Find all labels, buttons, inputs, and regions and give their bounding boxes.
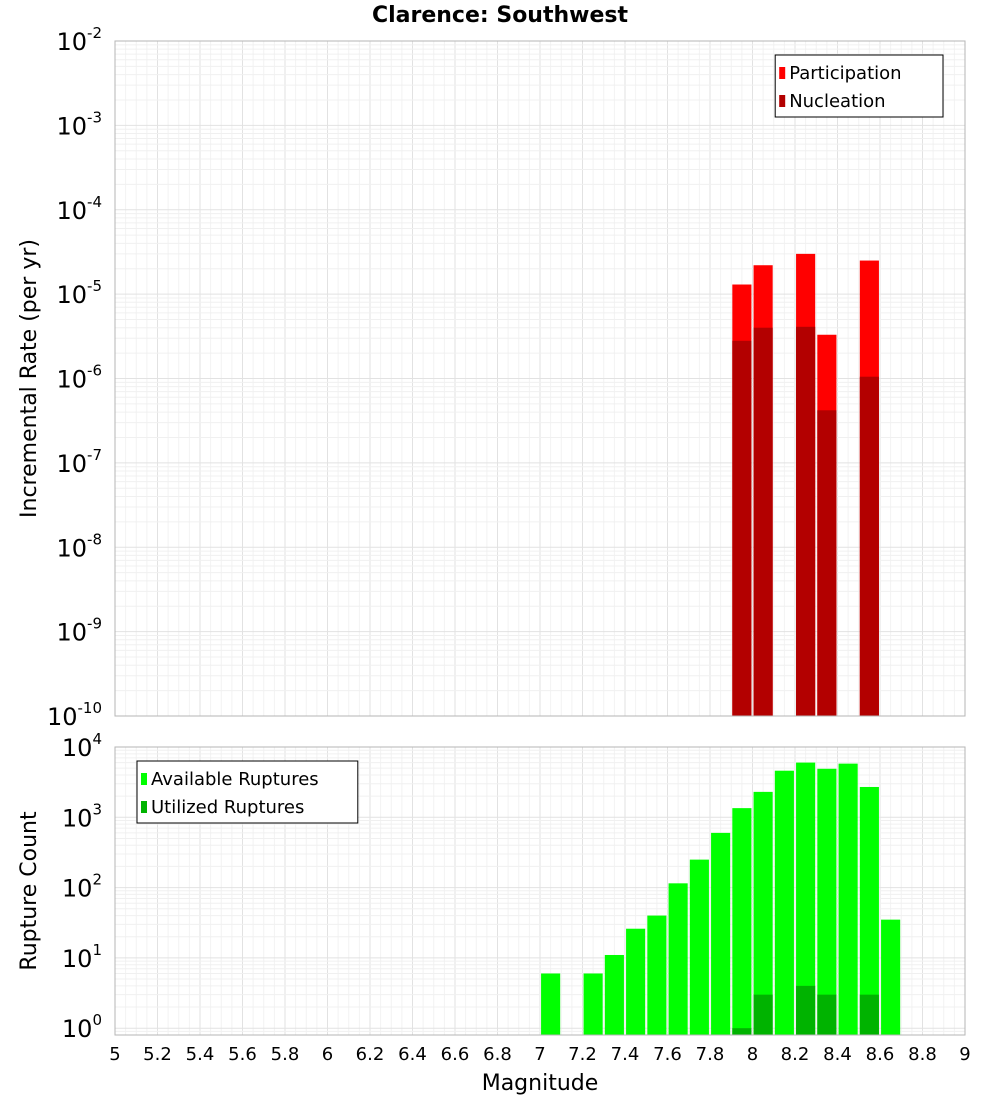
y-tick-label: 101	[62, 941, 102, 973]
axes-layer: 10-10 10-9 10-8 10-7 10-6 10-5 10-4 10-3 10-2 Inc…	[17, 24, 971, 1065]
y-tick-label: 103	[62, 800, 102, 832]
y-tick-label: 10-7	[56, 446, 102, 478]
bar-available-ruptures	[796, 762, 816, 1035]
x-tick-label: 8.6	[866, 1044, 895, 1065]
bar-nucleation	[753, 327, 773, 716]
plot-frame	[114, 746, 966, 1036]
y-tick-label: 10-4	[56, 193, 102, 225]
bar-available-ruptures	[626, 928, 646, 1035]
bar-available-ruptures	[583, 973, 603, 1035]
y-tick-label: 10-10	[47, 699, 102, 731]
x-tick-label: 7.4	[611, 1044, 640, 1065]
y-tick-label: 100	[62, 1011, 102, 1043]
x-tick-label: 7.8	[696, 1044, 725, 1065]
bar-utilized-ruptures	[796, 985, 816, 1035]
y-tick-label: 10-5	[56, 277, 102, 309]
x-axis-label: Magnitude	[482, 1071, 599, 1096]
legend-swatch	[141, 801, 147, 813]
bar-available-ruptures	[647, 915, 667, 1035]
bar-utilized-ruptures	[753, 994, 773, 1035]
bar-available-ruptures	[859, 786, 879, 1035]
x-tick-label: 7	[534, 1044, 545, 1065]
bar-available-ruptures	[711, 832, 731, 1035]
grid-layer	[114, 40, 966, 1036]
x-tick-label: 6	[322, 1044, 333, 1065]
bar-available-ruptures	[604, 954, 624, 1035]
bar-utilized-ruptures	[817, 994, 837, 1035]
legend-label: Nucleation	[789, 91, 885, 112]
bar-available-ruptures	[881, 919, 901, 1035]
bars-layer	[541, 253, 901, 1035]
bar-available-ruptures	[689, 859, 709, 1035]
x-tick-label: 5.8	[271, 1044, 300, 1065]
legend-layer: Participation Nucleation Available Rupture…	[136, 54, 944, 824]
x-tick-label: 9	[959, 1044, 970, 1065]
x-tick-label: 6.8	[483, 1044, 512, 1065]
legend-swatch	[779, 67, 786, 79]
plot-frame	[114, 40, 966, 717]
bar-nucleation	[859, 376, 879, 716]
bar-nucleation	[732, 340, 752, 716]
x-tick-label: 5	[109, 1044, 120, 1065]
legend-label: Available Ruptures	[151, 769, 319, 790]
x-tick-label: 8.2	[781, 1044, 810, 1065]
bar-nucleation	[817, 410, 837, 716]
x-tick-label: 8	[747, 1044, 758, 1065]
y-tick-label: 10-8	[56, 530, 102, 562]
y-tick-label: 10-9	[56, 615, 102, 647]
x-tick-label: 5.4	[186, 1044, 215, 1065]
bar-available-ruptures	[753, 791, 773, 1035]
x-tick-label: 5.6	[228, 1044, 257, 1065]
bar-available-ruptures	[817, 768, 837, 1035]
x-tick-label: 5.2	[143, 1044, 172, 1065]
y-tick-label: 10-2	[56, 24, 102, 56]
y-tick-label: 102	[62, 871, 102, 903]
x-tick-label: 8.8	[908, 1044, 937, 1065]
bar-nucleation	[796, 326, 816, 716]
bar-available-ruptures	[541, 973, 561, 1035]
y-axis-label: Incremental Rate (per yr)	[17, 239, 42, 518]
legend-label: Utilized Ruptures	[151, 797, 304, 818]
legend-box	[774, 54, 944, 118]
x-tick-label: 6.4	[398, 1044, 427, 1065]
x-tick-label: 7.2	[568, 1044, 597, 1065]
x-tick-label: 6.6	[441, 1044, 470, 1065]
y-tick-label: 10-6	[56, 362, 102, 394]
x-tick-label: 7.6	[653, 1044, 682, 1065]
legend-swatch	[779, 95, 786, 107]
bar-available-ruptures	[668, 883, 688, 1035]
legend-label: Participation	[789, 63, 901, 84]
x-tick-label: 6.2	[356, 1044, 385, 1065]
x-tick-label: 8.4	[823, 1044, 852, 1065]
y-axis-label: Rupture Count	[17, 811, 42, 971]
legend-box	[136, 760, 359, 824]
bar-available-ruptures	[732, 808, 752, 1035]
y-tick-label: 10-3	[56, 108, 102, 140]
bar-available-ruptures	[774, 770, 794, 1035]
bar-utilized-ruptures	[732, 1028, 752, 1035]
bar-available-ruptures	[838, 763, 858, 1035]
legend-swatch	[141, 773, 147, 785]
chart-title: Clarence: Southwest	[372, 3, 629, 28]
y-tick-label: 104	[62, 730, 102, 762]
bar-utilized-ruptures	[859, 994, 879, 1035]
